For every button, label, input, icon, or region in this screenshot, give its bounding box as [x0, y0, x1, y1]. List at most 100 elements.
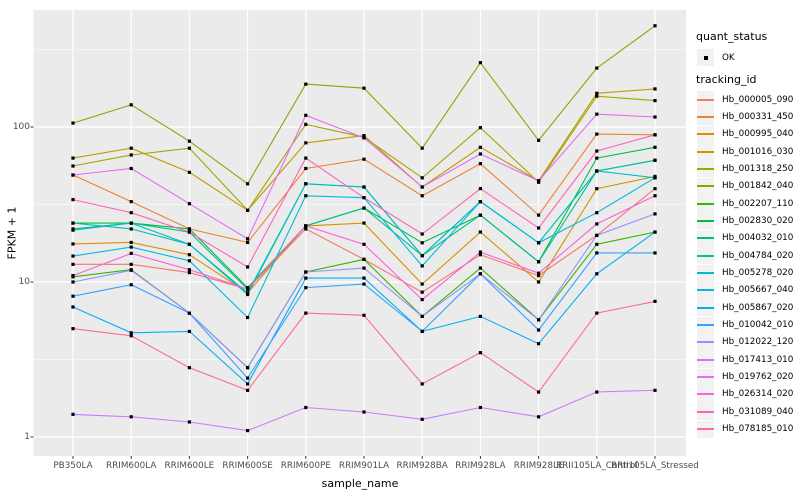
data-point: [304, 166, 308, 171]
data-point: [187, 170, 191, 174]
data-point: [246, 376, 250, 380]
data-point: [362, 196, 366, 200]
data-point: [537, 328, 541, 332]
legend-key-Hb_002830_020: [697, 212, 714, 230]
legend-key-Hb_026314_020: [697, 385, 714, 403]
data-point: [653, 187, 657, 191]
legend-key-Hb_000995_040: [697, 125, 714, 143]
line-swatch-icon: [697, 341, 714, 344]
data-point: [129, 153, 133, 157]
legend-label-Hb_001016_030: Hb_001016_030: [722, 146, 794, 157]
data-point: [653, 87, 657, 91]
data-point: [653, 115, 657, 119]
data-point: [537, 260, 541, 264]
data-point: [71, 164, 75, 168]
data-point: [71, 221, 75, 225]
line-swatch-icon: [697, 428, 714, 431]
data-point: [595, 169, 599, 173]
legend-title-tracking-id: tracking_id: [696, 73, 757, 86]
legend-key-Hb_078185_010: [697, 420, 714, 438]
line-swatch-icon: [697, 289, 714, 292]
data-point: [187, 139, 191, 143]
legend-label-Hb_026314_020: Hb_026314_020: [722, 389, 794, 400]
data-point: [187, 366, 191, 370]
data-point: [187, 227, 191, 231]
data-point: [595, 242, 599, 246]
data-point: [420, 146, 424, 150]
data-point: [537, 179, 541, 183]
data-point: [71, 228, 75, 232]
data-point: [653, 99, 657, 103]
data-point: [478, 272, 482, 276]
legend-label-Hb_001842_040: Hb_001842_040: [722, 181, 794, 192]
data-point: [478, 213, 482, 217]
data-point: [71, 327, 75, 331]
legend-key-Hb_005278_020: [697, 264, 714, 282]
x-tick-label: RRIM928LE: [513, 461, 564, 471]
data-point: [129, 262, 133, 266]
data-point: [129, 283, 133, 287]
data-point: [246, 388, 250, 392]
data-point: [129, 268, 133, 272]
data-point: [246, 240, 250, 245]
data-point: [187, 253, 191, 257]
data-point: [129, 331, 133, 335]
data-point: [362, 410, 366, 414]
data-point: [537, 390, 541, 394]
data-point: [71, 305, 75, 309]
data-point: [420, 254, 424, 258]
x-tick-label: RRIM600LE: [164, 461, 215, 471]
x-tick-label: RRIM928LA: [455, 461, 506, 471]
data-point: [71, 156, 75, 160]
data-point: [595, 211, 599, 215]
data-point: [129, 200, 133, 204]
legend-label-Hb_000331_450: Hb_000331_450: [722, 111, 794, 122]
data-point: [304, 311, 308, 315]
legend-label-Hb_005667_040: Hb_005667_040: [722, 285, 794, 296]
data-point: [71, 273, 75, 278]
line-swatch-icon: [697, 254, 714, 257]
data-point: [304, 270, 308, 274]
data-point: [595, 233, 599, 237]
data-point: [187, 259, 191, 263]
legend-key-Hb_019762_020: [697, 368, 714, 386]
line-swatch-icon: [697, 167, 714, 170]
data-point: [537, 415, 541, 419]
legend-label-Hb_012022_120: Hb_012022_120: [722, 337, 794, 348]
data-point: [129, 334, 133, 338]
data-point: [595, 112, 599, 116]
line-swatch-icon: [697, 185, 714, 188]
data-point: [420, 382, 424, 386]
data-point: [362, 206, 366, 210]
legend-label-Hb_004784_020: Hb_004784_020: [722, 250, 794, 261]
x-tick-label: RRII105LA_Control: [556, 461, 638, 471]
data-point: [71, 294, 75, 298]
data-point: [478, 266, 482, 270]
legend-key-Hb_031089_040: [697, 403, 714, 421]
data-point: [246, 291, 250, 295]
data-point: [653, 24, 657, 28]
panel-background: [33, 10, 686, 456]
legend-label-Hb_010042_010: Hb_010042_010: [722, 320, 794, 331]
data-point: [537, 342, 541, 346]
data-point: [187, 329, 191, 334]
data-point: [71, 254, 75, 258]
legend-key-Hb_004784_020: [697, 247, 714, 265]
data-point: [595, 94, 599, 98]
data-point: [537, 271, 541, 275]
data-point: [129, 211, 133, 215]
data-point: [478, 253, 482, 257]
y-tick-label: 1: [24, 432, 30, 442]
data-point: [653, 145, 657, 149]
data-point: [420, 194, 424, 198]
legend-title-quant-status: quant_status: [696, 30, 768, 43]
legend-key-quant-status-ok: [697, 49, 714, 66]
data-point: [246, 182, 250, 186]
data-point: [129, 245, 133, 249]
data-point: [478, 126, 482, 130]
y-tick-label: 100: [12, 122, 30, 132]
legend-key-Hb_005667_040: [697, 281, 714, 299]
data-point: [71, 121, 75, 125]
data-point: [653, 299, 657, 303]
data-point: [420, 290, 424, 294]
